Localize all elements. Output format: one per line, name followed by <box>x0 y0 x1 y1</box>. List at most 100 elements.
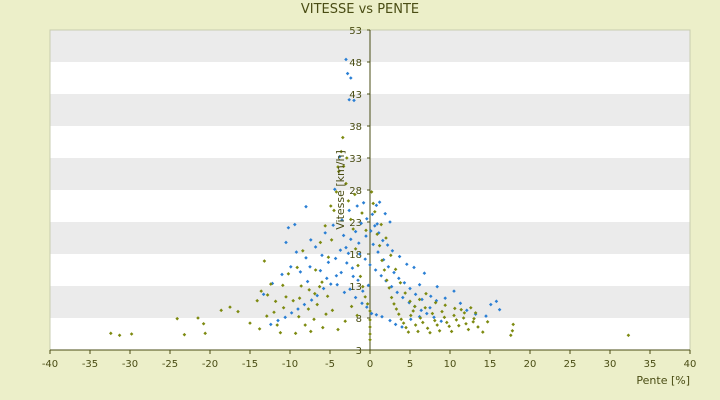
data-point <box>363 257 367 261</box>
data-point <box>236 309 240 314</box>
data-point <box>380 258 384 263</box>
data-point <box>466 327 471 332</box>
data-point <box>355 313 359 318</box>
axes <box>49 29 691 354</box>
data-point <box>404 325 408 330</box>
data-point <box>315 302 319 307</box>
data-point <box>353 192 357 197</box>
x-tick-label: 20 <box>524 359 537 370</box>
data-point <box>348 287 352 291</box>
data-point <box>304 204 308 209</box>
data-point <box>389 295 394 300</box>
data-point <box>350 266 355 270</box>
data-point <box>361 201 366 205</box>
data-point <box>309 298 314 302</box>
data-point <box>373 224 377 228</box>
data-point <box>388 220 392 224</box>
y-tick-label: 38 <box>349 122 362 133</box>
data-point <box>360 301 364 306</box>
data-point <box>381 238 385 243</box>
data-point <box>407 300 411 305</box>
data-point <box>422 271 427 275</box>
x-tick-label: -10 <box>282 359 298 370</box>
data-point <box>424 291 428 296</box>
data-point <box>340 218 344 222</box>
data-point <box>117 333 122 338</box>
data-point <box>313 245 318 249</box>
data-point <box>289 265 293 269</box>
data-point <box>368 263 372 267</box>
data-point <box>413 292 418 297</box>
data-point <box>472 316 476 321</box>
data-point <box>351 274 355 279</box>
data-point <box>421 320 425 325</box>
data-point <box>323 224 327 228</box>
data-point <box>265 293 270 297</box>
data-point <box>390 249 395 253</box>
data-point <box>341 164 346 169</box>
data-point <box>344 57 348 62</box>
data-point <box>295 265 299 270</box>
data-point <box>376 250 380 254</box>
data-point <box>339 149 343 154</box>
data-point <box>458 301 463 306</box>
data-point <box>324 312 328 316</box>
data-point <box>313 291 317 296</box>
data-point <box>401 295 405 300</box>
data-point <box>476 325 480 329</box>
data-point <box>443 303 447 307</box>
data-point <box>276 318 280 323</box>
data-point <box>413 304 417 309</box>
data-point <box>315 293 319 298</box>
data-point <box>392 302 396 306</box>
data-point <box>370 212 375 217</box>
data-point <box>387 286 391 290</box>
data-point <box>356 263 360 268</box>
data-point <box>359 221 363 226</box>
data-point <box>392 270 396 275</box>
data-point <box>309 238 313 242</box>
y-tick-label: 43 <box>349 90 362 101</box>
data-point <box>380 314 384 319</box>
data-point <box>417 282 422 287</box>
data-point <box>228 305 232 309</box>
data-point <box>419 308 423 313</box>
data-point <box>336 327 340 332</box>
data-point <box>349 76 353 80</box>
data-point <box>339 270 343 275</box>
data-point <box>344 245 348 250</box>
data-point <box>397 254 402 259</box>
data-point <box>428 330 432 335</box>
data-point <box>494 299 499 304</box>
x-tick-label: 40 <box>684 359 697 370</box>
data-point <box>368 337 372 342</box>
data-point <box>464 321 468 326</box>
data-point <box>366 283 371 288</box>
data-point <box>371 201 375 206</box>
data-point <box>248 321 252 325</box>
data-point <box>420 297 424 302</box>
x-tick-label: 5 <box>407 359 413 370</box>
data-point <box>317 284 322 289</box>
data-point <box>425 311 429 316</box>
data-point <box>313 268 318 272</box>
data-point <box>361 289 365 293</box>
data-point <box>289 311 294 315</box>
data-point <box>334 273 339 278</box>
data-point <box>432 315 436 320</box>
data-point <box>409 313 413 318</box>
data-point <box>462 311 467 315</box>
data-point <box>369 311 374 316</box>
data-point <box>389 284 394 289</box>
data-point <box>454 318 459 322</box>
data-point <box>312 317 316 322</box>
data-point <box>182 332 187 337</box>
data-point <box>509 333 513 338</box>
data-point <box>303 323 307 327</box>
data-point <box>365 302 370 306</box>
data-point <box>399 317 403 322</box>
data-point <box>333 187 337 192</box>
y-tick-label: 53 <box>349 26 362 37</box>
data-point <box>368 318 372 322</box>
data-point <box>259 289 263 293</box>
